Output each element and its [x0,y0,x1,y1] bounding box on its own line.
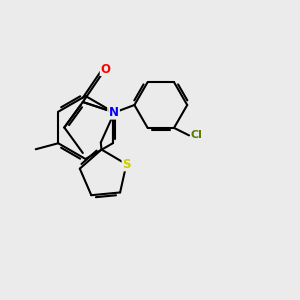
Text: O: O [100,62,110,76]
Text: O: O [108,105,118,118]
Text: N: N [109,106,119,119]
Text: Cl: Cl [190,130,202,140]
Text: S: S [122,158,130,171]
